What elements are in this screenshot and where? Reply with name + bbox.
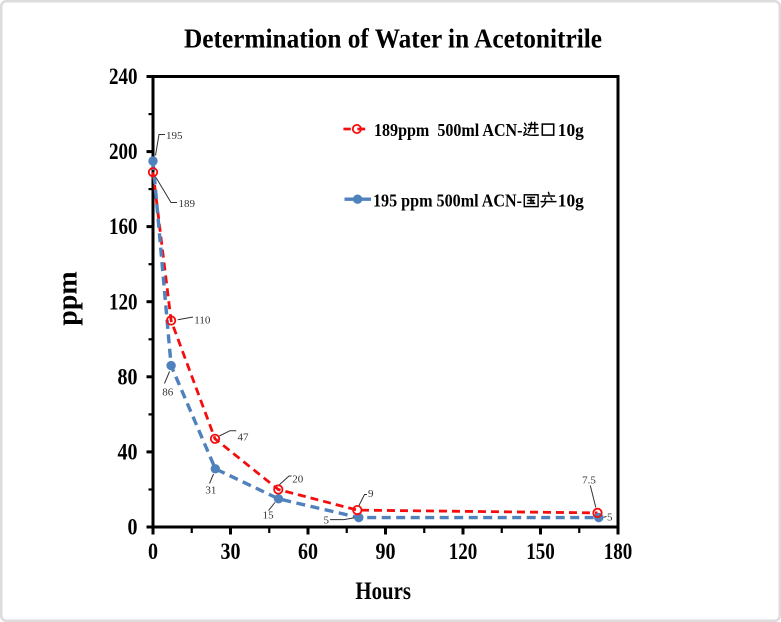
svg-text:9: 9 <box>368 488 374 500</box>
svg-text:10g: 10g <box>558 191 584 211</box>
svg-text:ppm: ppm <box>53 271 84 325</box>
svg-text:5: 5 <box>607 511 613 523</box>
svg-text:30: 30 <box>221 539 241 564</box>
svg-text:7.5: 7.5 <box>582 475 596 487</box>
svg-text:189ppm 500ml ACN-: 189ppm 500ml ACN- <box>374 120 523 140</box>
svg-text:10g: 10g <box>558 120 584 140</box>
svg-text:5: 5 <box>324 514 330 526</box>
svg-text:80: 80 <box>118 364 138 389</box>
svg-text:120: 120 <box>109 289 138 314</box>
svg-text:40: 40 <box>118 440 138 465</box>
svg-text:90: 90 <box>376 539 396 564</box>
svg-text:200: 200 <box>109 139 138 164</box>
svg-text:86: 86 <box>162 387 174 399</box>
svg-text:195: 195 <box>166 130 183 142</box>
svg-text:120: 120 <box>449 539 478 564</box>
svg-text:0: 0 <box>128 515 138 540</box>
svg-text:31: 31 <box>205 485 216 497</box>
svg-text:Determination of Water in Acet: Determination of Water in Acetonitrile <box>184 24 602 54</box>
svg-text:60: 60 <box>298 539 318 564</box>
svg-text:110: 110 <box>194 314 211 326</box>
svg-text:180: 180 <box>604 539 633 564</box>
svg-text:Hours: Hours <box>355 578 411 605</box>
svg-text:15: 15 <box>263 510 275 522</box>
svg-text:20: 20 <box>292 473 304 485</box>
svg-text:160: 160 <box>109 214 138 239</box>
svg-text:189: 189 <box>179 198 196 210</box>
svg-text:150: 150 <box>526 539 555 564</box>
svg-text:195 ppm 500ml ACN-: 195 ppm 500ml ACN- <box>373 191 522 211</box>
svg-text:47: 47 <box>238 431 250 443</box>
svg-text:0: 0 <box>148 539 158 564</box>
svg-text:240: 240 <box>109 64 138 89</box>
